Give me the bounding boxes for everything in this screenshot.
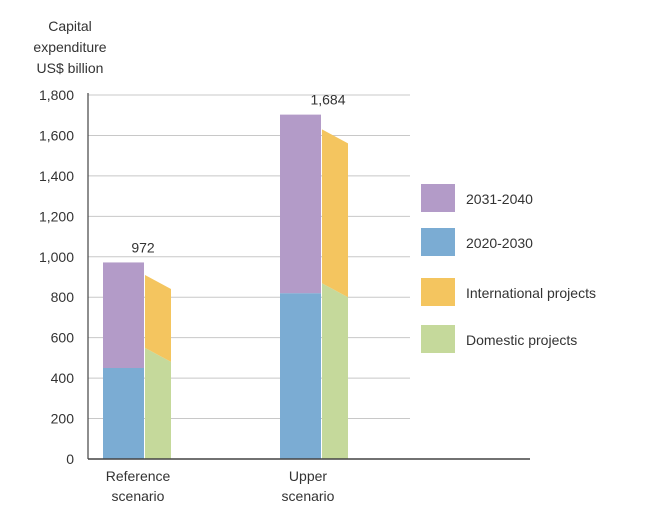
y-tick-label: 1,400 — [39, 168, 74, 184]
bar-total-label: 1,684 — [310, 92, 345, 108]
legend-label-domestic-projects: Domestic projects — [466, 332, 577, 348]
y-tick-label: 1,000 — [39, 249, 74, 265]
category-label: scenario — [112, 488, 165, 504]
legend-swatch-2020-2030 — [421, 228, 455, 256]
y-axis-title: Capital expenditure US$ billion — [33, 18, 106, 76]
y-tick-label: 1,200 — [39, 208, 74, 224]
y-axis-ticks: 0 200 400 600 800 1,000 1,200 1,400 1,600 1,800 — [39, 87, 74, 467]
category-label: Reference — [106, 468, 171, 484]
total-labels: 972 1,684 — [131, 92, 345, 256]
y-tick-label: 400 — [51, 370, 75, 386]
y-tick-label: 1,800 — [39, 87, 74, 103]
bar-total-label: 972 — [131, 239, 155, 255]
y-tick-label: 1,600 — [39, 127, 74, 143]
y-axis-title-line: US$ billion — [37, 60, 104, 76]
legend-swatch-2031-2040 — [421, 184, 455, 212]
y-tick-label: 0 — [66, 451, 74, 467]
bar-segment-2020-2030 — [103, 368, 144, 459]
y-tick-label: 800 — [51, 289, 75, 305]
y-tick-label: 600 — [51, 330, 75, 346]
y-tick-label: 200 — [51, 411, 75, 427]
category-label: Upper — [289, 468, 327, 484]
bar-segment-2020-2030 — [280, 293, 321, 459]
legend-swatch-domestic-projects — [421, 325, 455, 353]
axes — [87, 93, 530, 460]
legend-label-2031-2040: 2031-2040 — [466, 191, 533, 207]
bar-segment-domestic-projects — [322, 283, 348, 459]
bar-segment-domestic-projects — [145, 347, 171, 459]
category-labels: Reference scenario Upper scenario — [106, 468, 335, 504]
bar-segment-international-projects — [145, 274, 171, 362]
bar-segment-2031-2040 — [280, 114, 321, 294]
legend-label-international-projects: International projects — [466, 285, 596, 301]
bars — [103, 114, 348, 459]
legend-swatch-international-projects — [421, 278, 455, 306]
bar-segment-international-projects — [322, 129, 348, 298]
legend: 2031-2040 2020-2030 International projects… — [421, 184, 596, 353]
y-axis-title-line: expenditure — [33, 39, 106, 55]
legend-label-2020-2030: 2020-2030 — [466, 235, 533, 251]
y-axis-title-line: Capital — [48, 18, 92, 34]
category-label: scenario — [282, 488, 335, 504]
bar-segment-2031-2040 — [103, 262, 144, 368]
